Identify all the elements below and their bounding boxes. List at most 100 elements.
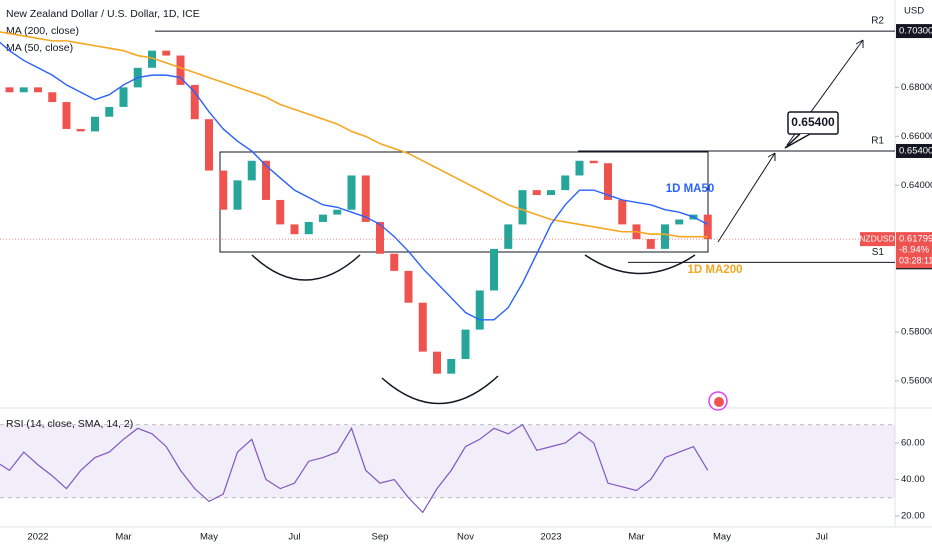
rsi-line	[0, 423, 709, 514]
candle	[347, 175, 356, 210]
target-label: 0.65400	[791, 115, 835, 129]
level-name: R2	[871, 16, 884, 27]
candle	[276, 199, 285, 225]
head-arc	[381, 375, 499, 405]
candle	[376, 221, 384, 254]
x-tick-label: Jul	[816, 532, 828, 543]
last-price-label: 0.61799	[899, 234, 932, 245]
candle	[76, 128, 85, 132]
x-tick-label: Sep	[372, 532, 389, 543]
symbol-label: NZDUSD	[859, 233, 894, 243]
candle	[475, 290, 484, 330]
candle	[618, 199, 627, 225]
last-price-tag	[896, 232, 932, 269]
y-tick-label: 0.58000	[901, 327, 932, 338]
x-tick-label: 2022	[27, 532, 48, 543]
bar-countdown: 03:28:11	[899, 255, 932, 265]
ma50-label: 1D MA50	[666, 183, 715, 195]
candle	[262, 160, 270, 200]
candle	[661, 224, 669, 249]
legend-entry: MA (50, close)	[6, 42, 73, 54]
candle	[319, 214, 327, 222]
candle	[19, 87, 28, 93]
candle	[233, 180, 242, 210]
callout-tail	[784, 133, 811, 149]
projection-arrow	[717, 152, 776, 243]
level-label: 0.70300	[899, 26, 932, 37]
ma200-line	[0, 31, 708, 238]
y-tick-label: 0.64000	[901, 180, 932, 191]
level-tag	[896, 24, 932, 39]
candle	[190, 84, 199, 120]
ma200-label: 1D MA200	[688, 264, 743, 276]
level-name: R1	[871, 136, 884, 147]
candle	[219, 170, 228, 210]
arrow-head	[767, 152, 776, 161]
candle	[205, 119, 213, 171]
candle	[290, 224, 299, 235]
candle	[105, 106, 114, 117]
candle	[461, 329, 470, 359]
x-tick-label: May	[713, 532, 731, 543]
target-callout	[787, 111, 839, 135]
candle	[418, 302, 427, 352]
candle	[532, 190, 541, 196]
candle	[62, 102, 71, 129]
candle	[304, 221, 313, 235]
candle	[34, 87, 42, 93]
level-label: 0.65400	[899, 146, 932, 157]
currency-label: USD	[904, 6, 924, 17]
candle	[675, 219, 684, 225]
candle	[703, 214, 712, 240]
rsi-tick-label: 60.00	[901, 437, 925, 448]
shoulder-arc	[251, 254, 361, 281]
price-change: -8.94%	[899, 245, 930, 256]
legend-entry: MA (200, close)	[6, 25, 79, 37]
x-tick-label: 2023	[540, 532, 561, 543]
candle	[5, 87, 14, 93]
candle	[575, 160, 584, 176]
rsi-band	[0, 424, 895, 498]
candle	[91, 116, 99, 132]
x-tick-label: May	[200, 532, 218, 543]
candle	[247, 160, 256, 181]
candle	[433, 351, 441, 374]
arrow-head	[855, 39, 864, 48]
candle	[589, 160, 598, 164]
candle	[390, 253, 399, 271]
candle	[404, 270, 413, 303]
candle	[490, 248, 498, 291]
candle	[518, 190, 527, 225]
candle	[561, 175, 570, 191]
level-tag	[896, 143, 932, 158]
y-tick-label: 0.68000	[901, 82, 932, 93]
rsi-legend: RSI (14, close, SMA, 14, 2)	[6, 418, 133, 430]
x-tick-label: Nov	[457, 532, 474, 543]
candle	[176, 55, 185, 85]
y-tick-label: 0.66000	[901, 131, 932, 142]
candle	[646, 239, 655, 249]
candle	[447, 358, 456, 374]
rsi-tick-label: 20.00	[901, 511, 925, 522]
event-icon-dot	[714, 397, 724, 407]
ma50-line	[0, 41, 709, 321]
symbol-tag	[860, 232, 895, 247]
candle	[504, 224, 513, 249]
candle	[148, 50, 156, 68]
x-tick-label: Mar	[115, 532, 131, 543]
candle	[604, 163, 612, 200]
y-tick-label: 0.56000	[901, 376, 932, 387]
x-tick-label: Mar	[628, 532, 644, 543]
candle	[361, 175, 370, 222]
chart-title: New Zealand Dollar / U.S. Dollar, 1D, IC…	[6, 8, 200, 20]
x-tick-label: Jul	[288, 532, 300, 543]
candle	[333, 209, 342, 215]
rsi-tick-label: 40.00	[901, 474, 925, 485]
level-name: S1	[872, 247, 885, 258]
candle	[162, 50, 171, 56]
candle	[48, 92, 57, 103]
candle	[119, 87, 128, 107]
